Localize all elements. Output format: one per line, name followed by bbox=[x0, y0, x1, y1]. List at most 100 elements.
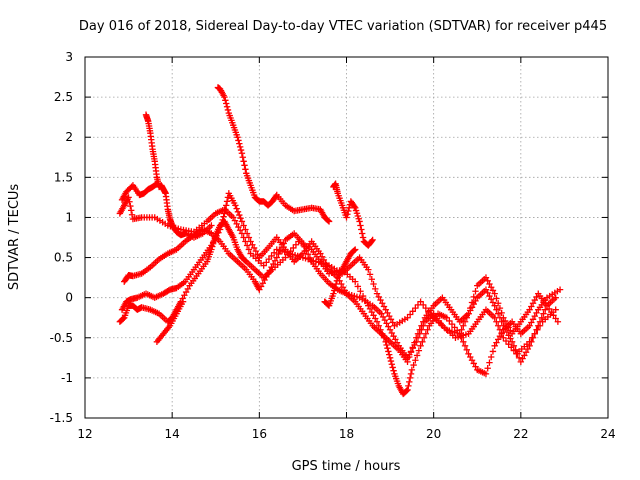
series-trace-3 bbox=[116, 194, 562, 337]
data-point bbox=[332, 280, 340, 288]
data-point bbox=[486, 359, 493, 366]
data-point bbox=[387, 316, 395, 323]
data-point bbox=[237, 146, 245, 154]
data-point bbox=[256, 286, 263, 293]
data-point bbox=[491, 290, 498, 297]
data-point bbox=[345, 204, 353, 212]
data-point bbox=[351, 203, 358, 210]
data-point bbox=[270, 249, 278, 256]
data-point bbox=[299, 239, 307, 247]
data-point bbox=[358, 230, 366, 237]
data-point bbox=[235, 137, 242, 144]
data-point bbox=[379, 313, 387, 321]
data-point bbox=[484, 277, 491, 285]
data-point bbox=[224, 106, 232, 114]
data-point bbox=[377, 296, 384, 304]
data-point bbox=[243, 230, 251, 237]
data-point bbox=[317, 250, 324, 257]
data-point bbox=[240, 158, 247, 165]
data-point bbox=[237, 215, 244, 222]
data-point bbox=[415, 347, 423, 354]
data-point bbox=[266, 267, 273, 274]
data-point bbox=[487, 353, 495, 361]
data-point bbox=[345, 207, 352, 215]
data-point bbox=[552, 294, 559, 301]
data-point bbox=[218, 219, 226, 227]
data-point bbox=[222, 206, 229, 213]
data-point bbox=[494, 336, 502, 343]
data-point bbox=[231, 217, 239, 224]
data-point bbox=[460, 322, 467, 329]
data-point bbox=[519, 355, 526, 362]
data-point bbox=[487, 284, 495, 291]
data-point bbox=[318, 253, 326, 260]
data-point bbox=[370, 312, 377, 319]
data-point bbox=[390, 332, 397, 340]
data-point bbox=[386, 326, 394, 333]
x-tick-label: 22 bbox=[513, 427, 528, 441]
data-point bbox=[424, 326, 431, 333]
x-tick-label: 14 bbox=[165, 427, 180, 441]
data-point bbox=[405, 382, 412, 390]
data-point bbox=[407, 370, 415, 378]
data-point bbox=[502, 337, 510, 345]
data-point bbox=[392, 336, 399, 343]
data-point bbox=[386, 351, 393, 358]
data-point bbox=[500, 322, 507, 329]
series-trace-6 bbox=[142, 111, 215, 241]
data-point bbox=[526, 306, 533, 313]
data-point bbox=[324, 263, 331, 270]
data-point bbox=[257, 283, 265, 290]
y-tick-label: 2.5 bbox=[54, 90, 73, 104]
data-point bbox=[404, 358, 411, 366]
data-point bbox=[505, 324, 512, 331]
data-point bbox=[390, 367, 397, 374]
data-point bbox=[357, 288, 364, 295]
data-point bbox=[515, 354, 523, 362]
data-point bbox=[531, 296, 538, 304]
data-point bbox=[517, 358, 525, 366]
data-point bbox=[491, 302, 498, 309]
data-point bbox=[417, 342, 424, 349]
data-point bbox=[456, 330, 464, 337]
data-point bbox=[271, 257, 279, 264]
data-point bbox=[419, 338, 426, 345]
data-point bbox=[344, 211, 351, 218]
data-point bbox=[524, 345, 532, 353]
data-point bbox=[420, 301, 427, 309]
chart-title: Day 016 of 2018, Sidereal Day-to-day VTE… bbox=[79, 19, 607, 34]
data-point bbox=[238, 218, 246, 225]
data-point bbox=[414, 330, 422, 337]
y-axis-label: SDTVAR / TECUs bbox=[7, 184, 22, 291]
data-point bbox=[223, 202, 230, 209]
data-point bbox=[233, 205, 240, 212]
data-point bbox=[470, 360, 477, 367]
axis-ticks bbox=[84, 56, 609, 419]
data-point bbox=[242, 166, 249, 173]
data-point bbox=[489, 287, 497, 294]
data-point bbox=[270, 260, 277, 268]
data-point bbox=[416, 326, 423, 333]
data-point bbox=[245, 246, 253, 253]
data-point bbox=[322, 259, 329, 267]
data-point bbox=[409, 344, 416, 351]
data-point bbox=[393, 339, 401, 346]
x-tick-label: 16 bbox=[252, 427, 267, 441]
data-point bbox=[385, 348, 392, 355]
data-point bbox=[465, 310, 472, 317]
data-point bbox=[533, 326, 540, 333]
data-point bbox=[221, 210, 228, 217]
y-tick-label: -1.5 bbox=[50, 411, 73, 425]
data-point bbox=[261, 276, 268, 284]
data-point bbox=[412, 304, 419, 312]
series-trace-4 bbox=[118, 190, 559, 366]
data-point bbox=[461, 342, 469, 349]
series-trace-9 bbox=[153, 298, 187, 345]
data-point bbox=[540, 310, 547, 317]
data-point bbox=[526, 322, 533, 329]
data-point bbox=[292, 241, 300, 248]
x-tick-label: 20 bbox=[426, 427, 441, 441]
y-tick-label: 1 bbox=[65, 210, 73, 224]
data-point bbox=[486, 292, 493, 300]
